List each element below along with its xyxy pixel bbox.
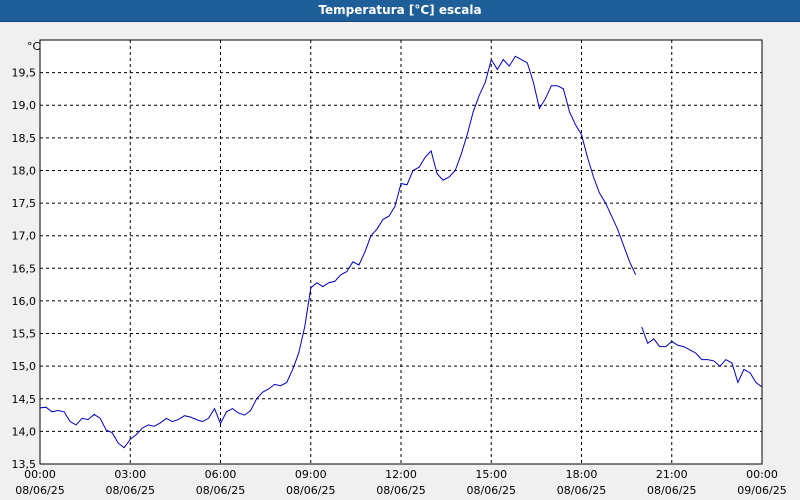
grid-lines	[40, 40, 762, 464]
x-tick-date-label: 08/06/25	[647, 484, 696, 497]
x-tick-time-label: 18:00	[566, 468, 598, 481]
y-tick-label: 17,0	[12, 230, 37, 243]
temperature-line-segment	[641, 326, 763, 388]
plot-border	[39, 39, 763, 465]
y-tick-label: 14,0	[12, 425, 37, 438]
x-tick-time-label: 00:00	[24, 468, 56, 481]
chart-title-bar: Temperatura [°C] escala	[0, 0, 800, 22]
x-tick-time-label: 09:00	[295, 468, 327, 481]
x-tick-time-label: 21:00	[656, 468, 688, 481]
temperature-line-segment	[39, 55, 637, 449]
x-tick-time-label: 15:00	[475, 468, 507, 481]
x-tick-time-label: 00:00	[746, 468, 778, 481]
y-tick-label: 16,0	[12, 295, 37, 308]
x-tick-date-label: 08/06/25	[286, 484, 335, 497]
y-tick-label: 18,5	[12, 132, 37, 145]
x-tick-time-label: 06:00	[205, 468, 237, 481]
y-tick-label: 17,5	[12, 197, 37, 210]
y-tick-label: 14,5	[12, 393, 37, 406]
x-tick-date-label: 08/06/25	[557, 484, 606, 497]
x-tick-date-label: 08/06/25	[196, 484, 245, 497]
y-tick-label: 19,0	[12, 99, 37, 112]
chart-title: Temperatura [°C] escala	[318, 3, 482, 17]
y-tick-label: 15,0	[12, 360, 37, 373]
y-tick-label: 19,5	[12, 67, 37, 80]
y-tick-label: 15,5	[12, 328, 37, 341]
x-tick-time-label: 03:00	[114, 468, 146, 481]
x-tick-date-label: 08/06/25	[376, 484, 425, 497]
y-axis-unit-label: °C	[27, 40, 41, 53]
x-tick-date-label: 08/06/25	[106, 484, 155, 497]
series-lines	[39, 55, 763, 449]
x-tick-date-label: 08/06/25	[467, 484, 516, 497]
x-axis-tick-labels: 00:00 08/06/25 03:00 08/06/25 06:00 08/06/25 0…	[15, 468, 786, 497]
x-tick-time-label: 12:00	[385, 468, 417, 481]
y-tick-label: 13,5	[12, 458, 37, 471]
y-tick-label: 16,5	[12, 262, 37, 275]
x-tick-date-label: 08/06/25	[15, 484, 64, 497]
x-tick-date-label: 09/06/25	[737, 484, 786, 497]
y-tick-label: 18,0	[12, 164, 37, 177]
y-axis-tick-labels: 13,5 14,0 14,5 15,0 15,5 16,0 16,5 17,0 17,5 18,0…	[12, 67, 37, 471]
